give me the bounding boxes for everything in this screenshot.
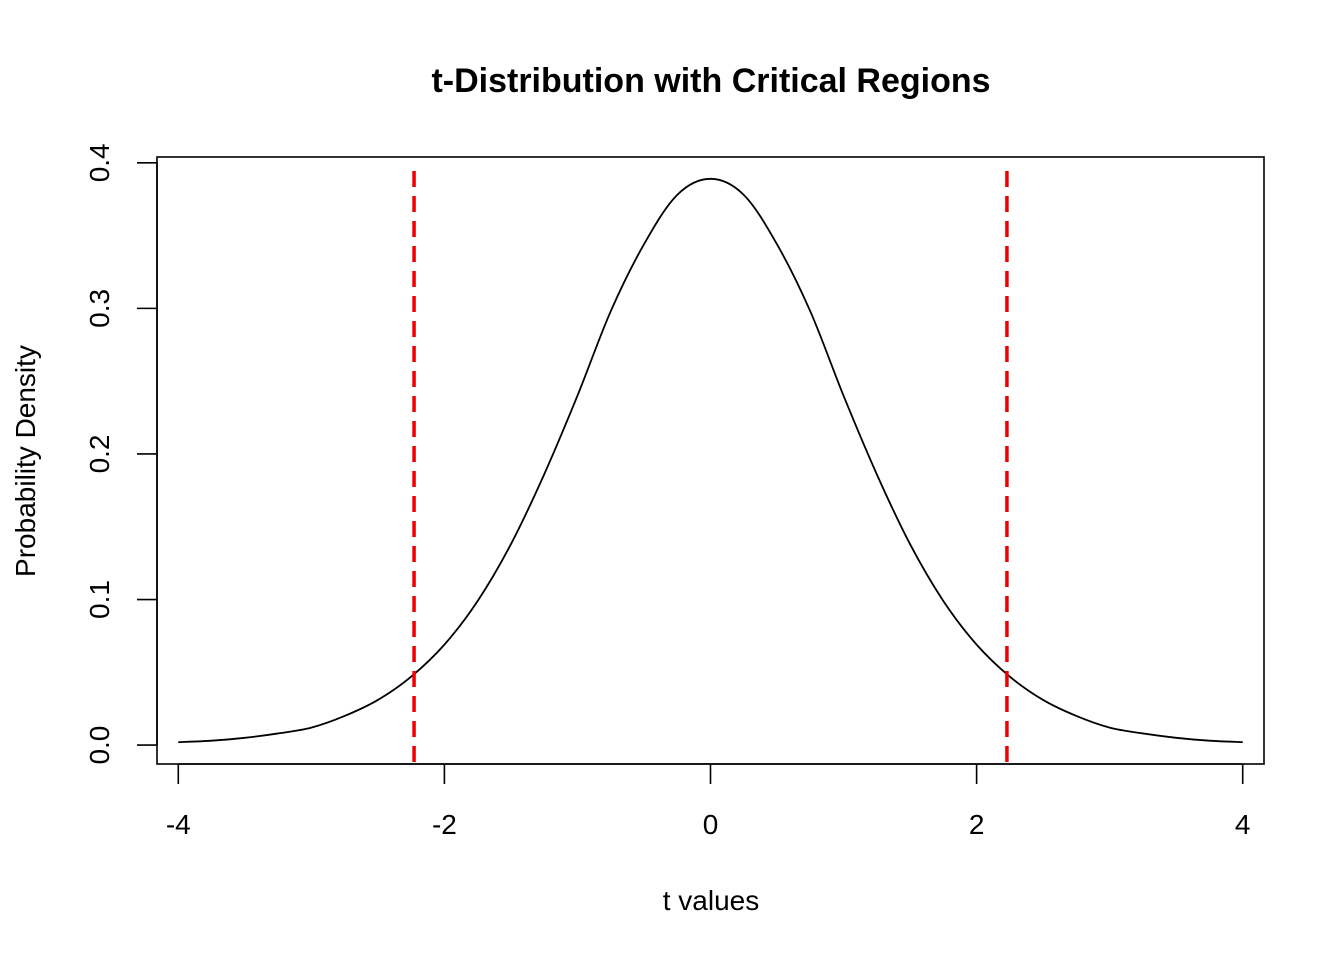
y-tick-label: 0.1 xyxy=(84,580,115,619)
y-tick-label: 0.0 xyxy=(84,726,115,765)
density-curve xyxy=(178,177,1243,744)
plot-area xyxy=(178,171,1243,764)
x-axis-label: t values xyxy=(663,885,760,916)
x-tick-label: -2 xyxy=(432,809,457,840)
y-tick-label: 0.4 xyxy=(84,143,115,182)
x-tick-label: 0 xyxy=(703,809,719,840)
y-tick-label: 0.2 xyxy=(84,434,115,473)
chart-title: t-Distribution with Critical Regions xyxy=(431,62,990,100)
x-tick-label: -4 xyxy=(166,809,191,840)
x-tick-label: 4 xyxy=(1235,809,1251,840)
y-tick-label: 0.3 xyxy=(84,289,115,328)
x-axis: -4 -2 0 2 4 xyxy=(166,763,1251,840)
y-axis: 0.0 0.1 0.2 0.3 0.4 xyxy=(84,143,158,765)
x-tick-label: 2 xyxy=(969,809,985,840)
plot-frame xyxy=(156,156,1265,765)
y-axis-label: Probability Density xyxy=(10,345,41,577)
